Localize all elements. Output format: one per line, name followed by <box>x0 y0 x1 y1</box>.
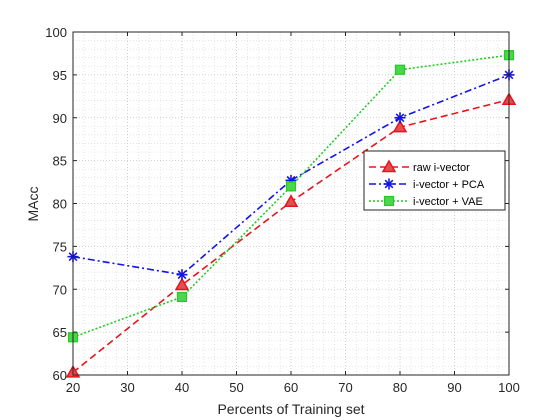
x-tick-label: 100 <box>498 380 520 395</box>
legend-label: i-vector + VAE <box>413 196 483 208</box>
y-tick-label: 100 <box>45 25 67 40</box>
x-tick-label: 20 <box>66 380 80 395</box>
legend-marker <box>383 195 395 207</box>
y-tick-label: 75 <box>53 239 67 254</box>
data-point-marker <box>285 181 297 192</box>
y-tick-label: 95 <box>53 68 67 83</box>
series-line <box>72 54 510 339</box>
data-point-marker <box>176 269 188 281</box>
data-point-marker <box>392 119 408 133</box>
x-tick-labels: 20 30 40 50 60 70 80 90 100 <box>66 380 520 395</box>
x-axis-label: Percents of Training set <box>217 401 364 417</box>
data-point-marker <box>394 112 406 124</box>
legend-label: raw i-vector <box>413 162 470 174</box>
y-tick-label: 90 <box>53 111 67 126</box>
legend-label: i-vector + PCA <box>413 179 485 191</box>
y-tick-label: 70 <box>53 282 67 297</box>
x-tick-label: 40 <box>175 380 189 395</box>
y-tick-labels: 60 65 70 75 80 85 90 95 100 <box>45 25 67 383</box>
y-axis-label: MAcc <box>25 187 41 222</box>
x-tick-label: 60 <box>284 380 298 395</box>
legend-marker <box>383 178 395 190</box>
data-point-marker <box>174 277 190 291</box>
tick-marks <box>72 31 510 376</box>
legend-items: raw i-vector i-vector + PCA i-vector + VAE <box>369 159 485 208</box>
y-tick-label: 60 <box>53 368 67 383</box>
x-tick-label: 50 <box>229 380 243 395</box>
y-tick-label: 85 <box>53 154 67 169</box>
y-tick-label: 65 <box>53 325 67 340</box>
data-point-marker <box>394 64 406 75</box>
x-tick-label: 90 <box>447 380 461 395</box>
legend: raw i-vector i-vector + PCA i-vector + VAE <box>363 150 506 211</box>
legend-marker <box>381 159 397 173</box>
x-tick-label: 70 <box>338 380 352 395</box>
y-tick-label: 80 <box>53 197 67 212</box>
x-tick-label: 30 <box>120 380 134 395</box>
x-tick-label: 80 <box>393 380 407 395</box>
data-point-marker <box>176 291 188 303</box>
data-point-marker <box>283 194 299 208</box>
